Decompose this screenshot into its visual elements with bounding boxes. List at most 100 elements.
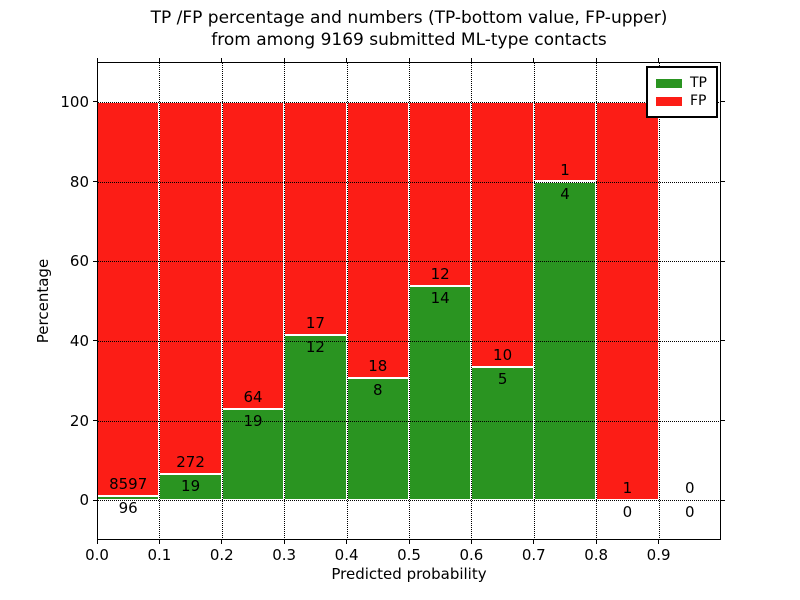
x-tick [533,540,535,544]
tp-bar [284,335,347,501]
tp-bar [159,474,222,501]
legend-entry-fp: FP [656,93,707,109]
chart-title-line2: from among 9169 submitted ML-type contac… [211,30,607,50]
tp-bar [346,377,409,501]
fp-count-label: 1 [560,160,570,179]
x-tick-label: 0.9 [646,546,671,564]
v-gridline [159,62,161,540]
y-tick [93,340,97,342]
y-tick [93,260,97,262]
x-tick-label: 0.4 [334,546,359,564]
fp-bar [346,101,409,378]
x-tick-top [96,58,98,62]
tp-count-label: 19 [181,477,201,496]
fp-count-label: 272 [176,453,205,472]
x-tick-top [221,58,223,62]
y-tick-right [721,181,725,182]
v-gridline [284,62,286,540]
fp-count-label: 10 [493,346,513,365]
fp-count-label: 8597 [109,474,148,493]
y-tick-right [721,101,725,103]
fp-count-label: 18 [368,356,388,375]
y-axis-label: Percentage [34,258,52,344]
tp-count-label: 0 [622,503,633,522]
x-tick [470,540,472,544]
x-tick-label: 0.8 [584,546,609,564]
x-tick-label: 0.1 [147,546,172,564]
chart-title: TP /FP percentage and numbers (TP-bottom… [97,7,721,51]
y-tick [93,420,97,421]
y-tick-label: 40 [69,331,89,350]
x-tick [346,540,348,544]
plot-area: 8597 96 272 19 64 19 17 12 18 8 12 14 10 5 1 4 1 0 0 0 [97,62,721,540]
y-tick-label: 20 [69,411,89,430]
tp-count-label: 5 [497,370,508,389]
v-gridline [221,62,223,540]
v-gridline [533,62,535,540]
fp-bar [533,101,597,182]
tp-count-label: 4 [560,184,570,203]
legend-entry-tp: TP [656,75,707,91]
fp-count-label: 0 [685,479,695,498]
x-tick [283,540,285,544]
v-gridline [596,62,598,540]
y-tick-right [721,499,725,501]
v-gridline [471,62,473,540]
v-gridline [658,62,660,540]
fp-legend-label: FP [690,93,707,109]
tp-count-label: 19 [243,411,263,430]
legend: TP FP [646,66,718,118]
chart-title-line1: TP /FP percentage and numbers (TP-bottom… [150,8,668,28]
y-tick-label: 0 [79,491,89,510]
x-tick [221,540,223,544]
x-tick-label: 0.5 [397,546,421,564]
x-tick-top [158,58,160,62]
x-tick-top [346,58,348,62]
x-tick-top [470,58,472,62]
tp-legend-label: TP [690,75,707,91]
fp-bar [596,101,659,501]
fp-legend-swatch [656,96,682,106]
y-tick-right [721,260,725,262]
y-tick [93,181,97,182]
x-tick-label: 0.2 [209,546,234,564]
y-tick-right [721,420,725,421]
x-axis-label: Predicted probability [331,565,487,583]
x-tick-label: 0.6 [459,546,484,564]
fp-bar [409,101,472,286]
tp-count-label: 8 [373,380,383,399]
x-tick-top [283,58,285,62]
y-tick-label: 60 [69,252,89,271]
fp-bar [97,101,160,496]
tp-bar [471,367,534,501]
v-gridline [346,62,348,540]
y-tick-right [721,340,725,342]
tp-bar [409,285,472,501]
x-tick [658,540,660,544]
fp-count-label: 17 [305,314,325,333]
tp-count-label: 14 [430,288,450,307]
y-tick [93,101,97,103]
x-tick [96,540,98,544]
fp-bar [221,101,285,409]
tp-count-label: 96 [118,498,138,517]
x-tick [408,540,410,544]
x-tick-label: 0.0 [85,546,109,564]
x-tick-label: 0.7 [521,546,546,564]
x-tick-top [658,58,660,62]
y-tick-label: 100 [60,92,89,111]
tp-count-label: 0 [685,503,695,522]
y-tick [93,499,97,501]
x-tick [158,540,160,544]
x-tick-top [595,58,597,62]
tp-count-label: 12 [305,338,325,357]
y-tick-label: 80 [69,172,89,191]
x-tick-label: 0.3 [272,546,297,564]
fp-bar [159,101,222,475]
x-tick [595,540,597,544]
fp-count-label: 64 [243,387,263,406]
fp-bar [471,101,534,368]
fp-count-label: 12 [430,264,450,283]
tp-legend-swatch [656,78,682,88]
